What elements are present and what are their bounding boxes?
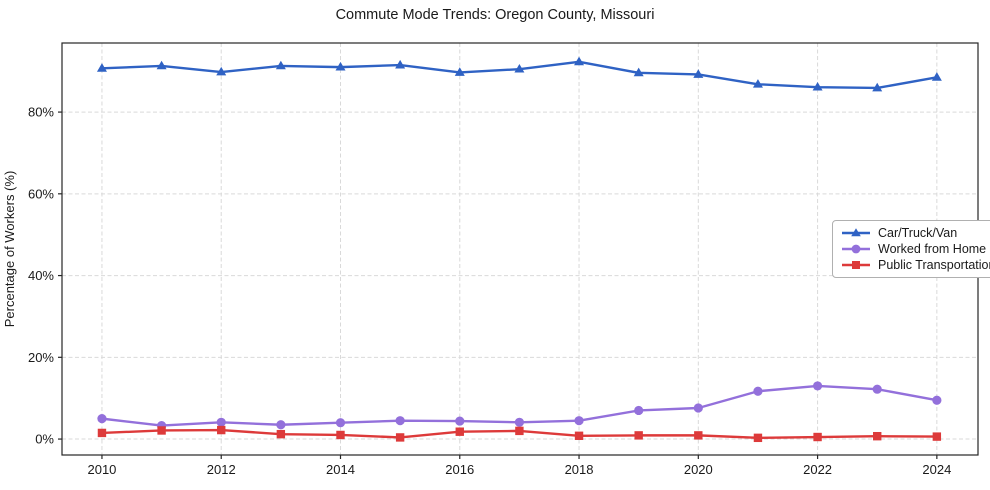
data-point-triangle [335, 61, 346, 71]
x-tick-label: 2022 [803, 462, 832, 477]
data-point-circle [395, 416, 405, 426]
data-point-circle [335, 418, 346, 428]
data-point-triangle [514, 63, 525, 73]
data-point-circle [455, 416, 465, 426]
legend-item: Public Transportation [841, 258, 990, 272]
legend-label: Car/Truck/Van [878, 226, 958, 240]
data-point-square [694, 431, 703, 440]
data-point-square [157, 426, 166, 435]
x-tick-label: 2018 [565, 462, 594, 477]
data-point-square [574, 431, 584, 440]
data-point-circle [634, 405, 644, 416]
x-tick-label: 2020 [684, 462, 713, 477]
data-point-triangle [216, 66, 227, 76]
data-point-square [932, 432, 942, 441]
data-point-triangle [395, 59, 406, 69]
x-tick-label: 2012 [207, 462, 236, 477]
data-point-circle [812, 381, 823, 391]
data-point-circle [753, 386, 763, 396]
legend-square-swatch [842, 261, 870, 269]
data-point-circle [514, 417, 525, 427]
legend-circle-marker-icon [851, 244, 861, 254]
x-tick-label: 2014 [326, 462, 355, 477]
x-tick-label: 2016 [445, 462, 474, 477]
legend-square-marker-icon [852, 261, 860, 269]
data-point-triangle [275, 60, 286, 70]
legend-label: Worked from Home [878, 242, 987, 256]
legend-label: Public Transportation [878, 258, 990, 272]
data-point-circle [276, 420, 286, 430]
data-point-square [217, 425, 226, 435]
data-point-circle [932, 395, 942, 405]
data-point-square [813, 432, 822, 442]
data-point-triangle [752, 79, 763, 88]
y-tick-label: 40% [28, 268, 54, 283]
data-point-square [455, 427, 464, 436]
data-point-triangle [633, 67, 644, 77]
data-point-circle [216, 417, 226, 427]
legend-triangle-swatch [842, 228, 870, 237]
y-tick-label: 60% [28, 186, 54, 201]
x-tick-label: 2010 [87, 462, 116, 477]
legend-triangle-marker-icon [851, 228, 861, 237]
legend: Car/Truck/Van Worked from Home Public Tran… [832, 220, 990, 278]
data-point-square [515, 426, 524, 436]
legend-circle-swatch [842, 244, 870, 254]
chart-title: Commute Mode Trends: Oregon County, Miss… [335, 7, 655, 23]
data-point-square [873, 431, 882, 441]
data-point-square [276, 429, 286, 439]
data-point-triangle [574, 56, 585, 66]
data-point-triangle [931, 72, 942, 81]
legend-item: Car/Truck/Van [841, 226, 990, 240]
data-point-square [395, 433, 405, 442]
data-point-circle [574, 416, 584, 426]
y-tick-label: 20% [28, 350, 54, 365]
data-point-circle [97, 414, 107, 424]
data-point-square [336, 430, 345, 440]
legend-item: Worked from Home [841, 242, 990, 256]
y-tick-label: 0% [35, 432, 54, 447]
data-point-square [97, 428, 107, 438]
data-point-triangle [454, 67, 465, 76]
data-point-square [753, 433, 763, 443]
x-tick-label: 2024 [922, 462, 951, 477]
data-point-triangle [156, 60, 167, 70]
data-point-square [634, 431, 643, 440]
data-point-triangle [693, 69, 704, 78]
data-point-triangle [96, 63, 107, 72]
data-point-triangle [872, 82, 883, 92]
y-tick-label: 80% [28, 105, 54, 120]
data-point-triangle [812, 81, 823, 91]
data-point-circle [693, 403, 703, 413]
data-point-circle [872, 384, 882, 394]
y-axis-title: Percentage of Workers (%) [2, 171, 17, 328]
